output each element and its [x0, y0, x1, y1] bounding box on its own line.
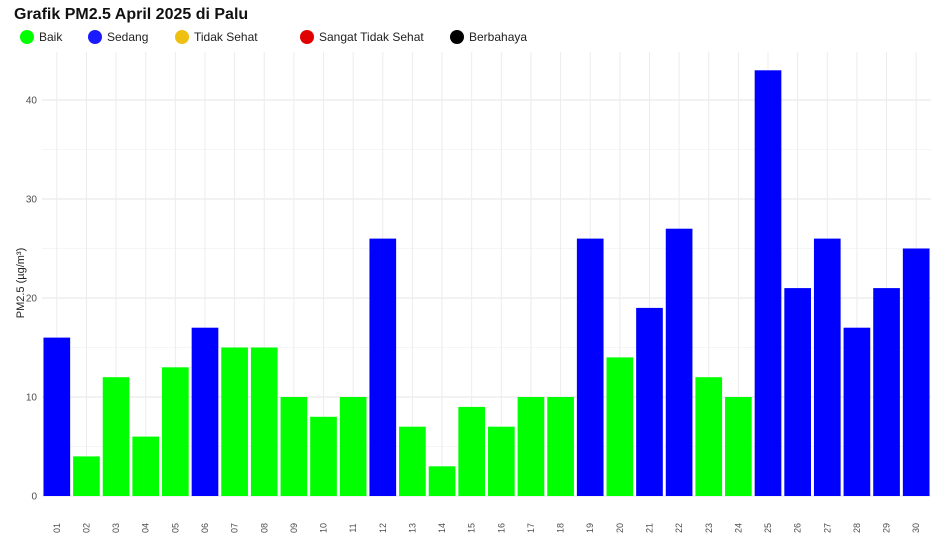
- bars: [43, 70, 930, 497]
- bar-26: [784, 288, 811, 496]
- bar-15: [458, 406, 486, 496]
- legend-swatch-berbahaya: [450, 30, 464, 44]
- legend-swatch-sedang: [88, 30, 102, 44]
- legend-label-sangat-tidak-sehat: Sangat Tidak Sehat: [319, 30, 424, 44]
- x-tick-label: 02: [81, 523, 91, 533]
- x-tick-label: 01: [52, 523, 62, 533]
- y-tick-label: 30: [26, 195, 38, 206]
- bar-06: [191, 327, 219, 496]
- bar-16: [487, 426, 515, 496]
- legend-item-baik: Baik: [20, 30, 62, 44]
- x-tick-label: 27: [822, 523, 832, 533]
- chart-title: Grafik PM2.5 April 2025 di Palu: [14, 6, 249, 23]
- bar-04: [132, 436, 160, 496]
- legend-swatch-sangat-tidak-sehat: [300, 30, 314, 44]
- x-tick-label: 11: [348, 523, 358, 532]
- x-tick-label: 19: [585, 523, 595, 533]
- x-tick-label: 26: [793, 523, 803, 533]
- y-axis-ticks: 0 10 20 30 40: [26, 96, 38, 503]
- x-tick-label: 28: [852, 523, 862, 533]
- bar-23: [695, 377, 723, 496]
- bar-07: [221, 347, 248, 496]
- bar-01: [43, 337, 71, 496]
- x-axis-ticks: 01 02 03 04 05 06 07 08 09 10 11 12 13 14 15 16 17 18 19 20…: [52, 523, 921, 533]
- bar-02: [73, 456, 100, 496]
- bar-14: [428, 466, 456, 496]
- legend-item-tidak-sehat: Tidak Sehat: [175, 30, 258, 44]
- legend-label-sedang: Sedang: [107, 30, 149, 44]
- x-tick-label: 15: [467, 523, 477, 533]
- y-tick-label: 10: [26, 393, 38, 404]
- legend-label-baik: Baik: [39, 30, 63, 44]
- x-tick-label: 08: [259, 523, 269, 533]
- bar-21: [636, 307, 663, 496]
- legend-label-tidak-sehat: Tidak Sehat: [194, 30, 258, 44]
- x-tick-label: 04: [141, 523, 151, 533]
- bar-19: [576, 238, 604, 496]
- legend-item-sangat-tidak-sehat: Sangat Tidak Sehat: [300, 30, 424, 44]
- x-tick-label: 25: [763, 523, 773, 533]
- bar-03: [102, 377, 130, 496]
- bar-10: [310, 416, 337, 496]
- x-tick-label: 24: [733, 523, 743, 533]
- x-tick-label: 09: [289, 523, 299, 533]
- bar-27: [813, 238, 841, 496]
- bar-09: [280, 397, 308, 496]
- bar-24: [725, 397, 752, 496]
- bar-25: [754, 70, 782, 497]
- x-tick-label: 30: [911, 523, 921, 533]
- x-tick-label: 18: [556, 523, 566, 533]
- bar-11: [339, 397, 367, 496]
- x-tick-label: 17: [526, 523, 536, 533]
- x-tick-label: 16: [496, 523, 506, 533]
- chart-legend: Baik Sedang Tidak Sehat Sangat Tidak Seh…: [0, 30, 947, 50]
- x-tick-label: 13: [407, 523, 417, 533]
- legend-swatch-tidak-sehat: [175, 30, 189, 44]
- x-tick-label: 12: [378, 523, 388, 533]
- bar-13: [399, 426, 426, 496]
- bar-29: [873, 288, 900, 496]
- x-tick-label: 20: [615, 523, 625, 533]
- x-tick-label: 14: [437, 523, 447, 533]
- legend-item-sedang: Sedang: [88, 30, 148, 44]
- x-tick-label: 05: [170, 523, 180, 533]
- bar-22: [665, 228, 693, 496]
- x-tick-label: 29: [882, 523, 892, 533]
- bar-08: [250, 347, 278, 496]
- y-axis-label: PM2.5 (µg/m³): [15, 248, 27, 319]
- bar-20: [606, 357, 634, 496]
- y-tick-label: 0: [31, 492, 37, 503]
- legend-label-berbahaya: Berbahaya: [469, 30, 528, 44]
- bar-17: [517, 397, 545, 496]
- x-tick-label: 23: [704, 523, 714, 533]
- bar-18: [547, 397, 574, 496]
- y-tick-label: 20: [26, 294, 38, 305]
- x-tick-label: 07: [230, 523, 240, 533]
- bar-05: [162, 367, 189, 496]
- x-tick-label: 10: [319, 523, 329, 533]
- x-tick-label: 06: [200, 523, 210, 533]
- x-tick-label: 21: [644, 523, 654, 533]
- bar-12: [369, 238, 397, 496]
- y-tick-label: 40: [26, 96, 38, 107]
- legend-item-berbahaya: Berbahaya: [450, 30, 527, 44]
- bar-30: [902, 248, 930, 496]
- x-tick-label: 03: [111, 523, 121, 533]
- legend-swatch-baik: [20, 30, 34, 44]
- x-tick-label: 22: [674, 523, 684, 533]
- bar-28: [843, 327, 871, 496]
